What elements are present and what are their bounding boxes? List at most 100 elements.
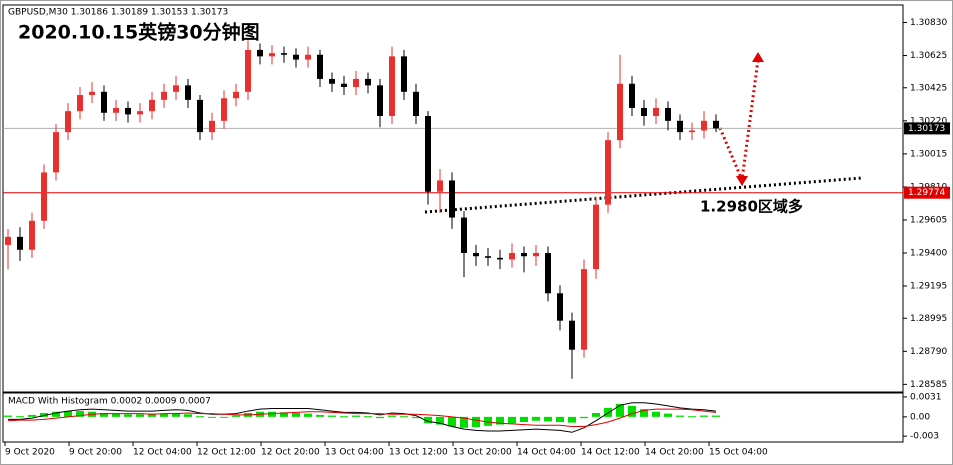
candle-body [437,180,443,192]
candle-body [605,140,611,205]
macd-histogram-bar [508,416,516,424]
candle-body [281,53,287,55]
macd-histogram-bar [184,414,192,417]
candle-body [329,78,335,84]
y-tick-label: 1.28585 [910,380,947,390]
candle-body [713,120,719,129]
y-tick-label: 1.29605 [910,215,947,225]
symbol-info: GBPUSD,M30 1.30186 1.30189 1.30153 1.301… [8,8,228,18]
macd-histogram-bar [148,413,156,417]
candle-body [341,83,347,87]
macd-histogram-bar [448,416,456,427]
macd-histogram-bar [640,409,648,417]
chart-title: 2020.10.15英镑30分钟图 [18,21,260,44]
y-tick-label: 1.30015 [910,149,947,159]
candle-body [401,56,407,92]
signal-line [7,408,717,427]
macd-histogram-bar [604,407,612,417]
macd-histogram-bar [388,415,396,417]
macd-histogram-bar [124,414,132,417]
candle-body [125,107,131,115]
macd-histogram-bar [628,405,636,417]
candle-body [629,83,635,108]
candle-body [689,130,695,133]
candle-body [173,85,179,92]
candle-body [161,91,167,100]
candle-body [473,252,479,257]
macd-histogram-bar [460,416,468,428]
x-tick-label: 14 Oct 04:00 [517,448,576,458]
x-tick-label: 9 Oct 2020 [5,448,55,458]
candle-body [389,56,395,116]
candle-body [569,320,575,350]
candle-body [233,91,239,99]
macd-histogram-bar [568,416,576,423]
trend-line [424,176,863,214]
candle-body [245,49,251,92]
macd-histogram-bar [352,415,360,417]
macd-y-tick-label: 0.0031 [910,392,942,402]
x-tick-label: 12 Oct 20:00 [261,448,320,458]
main-pane [2,4,904,393]
macd-histogram-bar [436,416,444,425]
candle-body [29,220,35,250]
macd-histogram-bar [712,415,720,417]
macd-histogram-bar [76,411,84,417]
candle-body [41,172,47,221]
macd-y-tick-label: 0.00 [910,412,930,422]
macd-histogram-bar [40,413,48,417]
candle-body [197,99,203,133]
x-tick-label: 13 Oct 12:00 [389,448,448,458]
macd-histogram-bar [64,411,72,417]
macd-histogram-bar [100,413,108,417]
candle-body [185,85,191,100]
level-label: 1.29774 [908,188,945,198]
macd-histogram-bar [556,416,564,422]
candle-body [641,107,647,116]
y-tick-label: 1.30220 [910,116,947,126]
candle-body [209,120,215,133]
macd-histogram-bar [268,411,276,417]
candle-body [317,54,323,79]
candle-body [521,252,527,257]
macd-histogram-bar [304,413,312,417]
macd-histogram-bar [112,413,120,417]
bid-label: 1.30173 [908,124,945,134]
macd-histogram-bar [280,412,288,417]
candle-body [533,252,539,257]
macd-histogram-bar [676,415,684,417]
x-tick-label: 14 Oct 12:00 [581,448,640,458]
candle-body [17,236,23,250]
macd-histogram-bar [652,411,660,417]
macd-histogram-bar [220,416,228,418]
candle-body [5,236,11,245]
x-tick-label: 9 Oct 20:00 [69,448,122,458]
macd-histogram-bar [580,416,588,419]
macd-histogram-bar [616,404,624,417]
macd-histogram-bar [400,416,408,418]
macd-histogram-bar [424,416,432,424]
macd-histogram-bar [472,416,480,428]
candle-body [89,91,95,96]
x-tick-label: 13 Oct 20:00 [453,448,512,458]
macd-histogram-bar [688,416,696,418]
candle-body [365,78,371,86]
candle-body [701,120,707,131]
macd-histogram-bar [292,413,300,417]
candle-body [113,107,119,113]
macd-histogram-bar [136,414,144,417]
x-tick-label: 15 Oct 04:00 [709,448,768,458]
macd-histogram-bar [340,416,348,418]
macd-histogram-bar [160,413,168,417]
macd-histogram-bar [328,415,336,417]
macd-histogram-bar [172,413,180,417]
candle-body [65,111,71,133]
macd-histogram-bar [16,416,24,418]
candle-body [413,91,419,116]
x-tick-label: 13 Oct 04:00 [325,448,384,458]
bid-box [904,122,950,135]
level-box [904,186,950,199]
macd-line [8,402,717,433]
